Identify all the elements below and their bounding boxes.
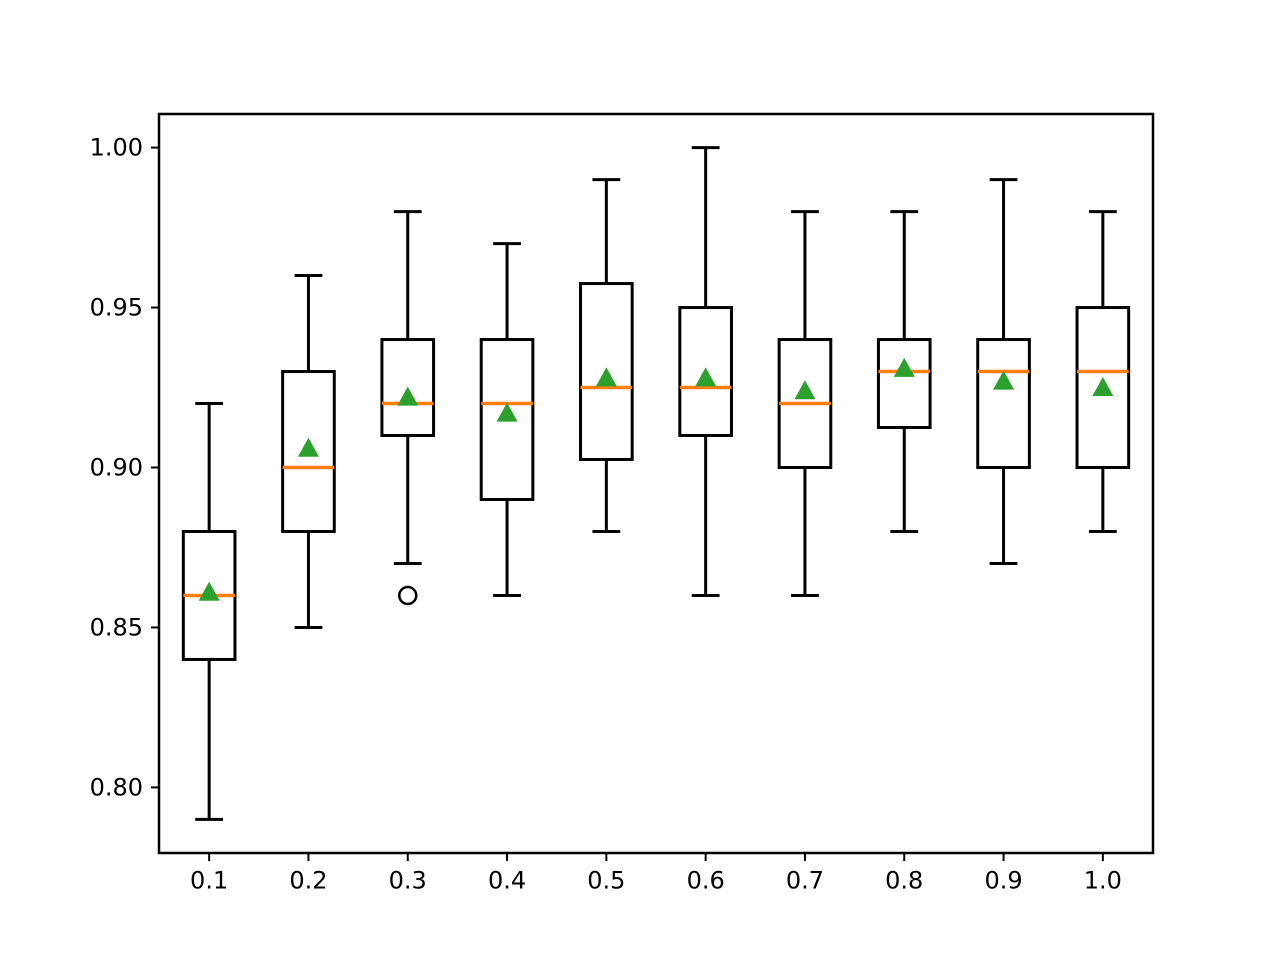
y-tick-label: 0.80 [90, 773, 143, 801]
mean-marker [397, 386, 419, 406]
iqr-box [976, 338, 1031, 470]
mean-marker [496, 402, 518, 422]
y-tick-label: 1.00 [90, 134, 143, 162]
mean-marker [893, 357, 915, 377]
x-tick-label: 0.2 [289, 867, 327, 895]
x-tick-label: 0.7 [786, 867, 824, 895]
y-tick-label: 0.85 [90, 613, 143, 641]
mean-marker [595, 367, 617, 387]
x-tick-label: 0.1 [190, 867, 228, 895]
mean-marker [993, 370, 1015, 390]
x-tick-label: 0.8 [885, 867, 923, 895]
y-tick-label: 0.95 [90, 294, 143, 322]
iqr-box [380, 338, 436, 438]
outlier-marker [397, 585, 418, 606]
x-tick-label: 0.5 [587, 867, 625, 895]
mean-marker [1092, 377, 1114, 397]
mean-marker [198, 581, 220, 601]
x-tick-label: 0.9 [984, 867, 1022, 895]
mean-marker [297, 437, 319, 457]
mean-marker [794, 380, 816, 400]
axes-spines [157, 112, 1155, 855]
x-tick-label: 1.0 [1084, 867, 1122, 895]
mean-marker [695, 367, 717, 387]
x-tick-label: 0.3 [389, 867, 427, 895]
iqr-box [876, 338, 932, 430]
y-tick-label: 0.90 [90, 454, 143, 482]
x-tick-label: 0.6 [687, 867, 725, 895]
x-tick-label: 0.4 [488, 867, 526, 895]
